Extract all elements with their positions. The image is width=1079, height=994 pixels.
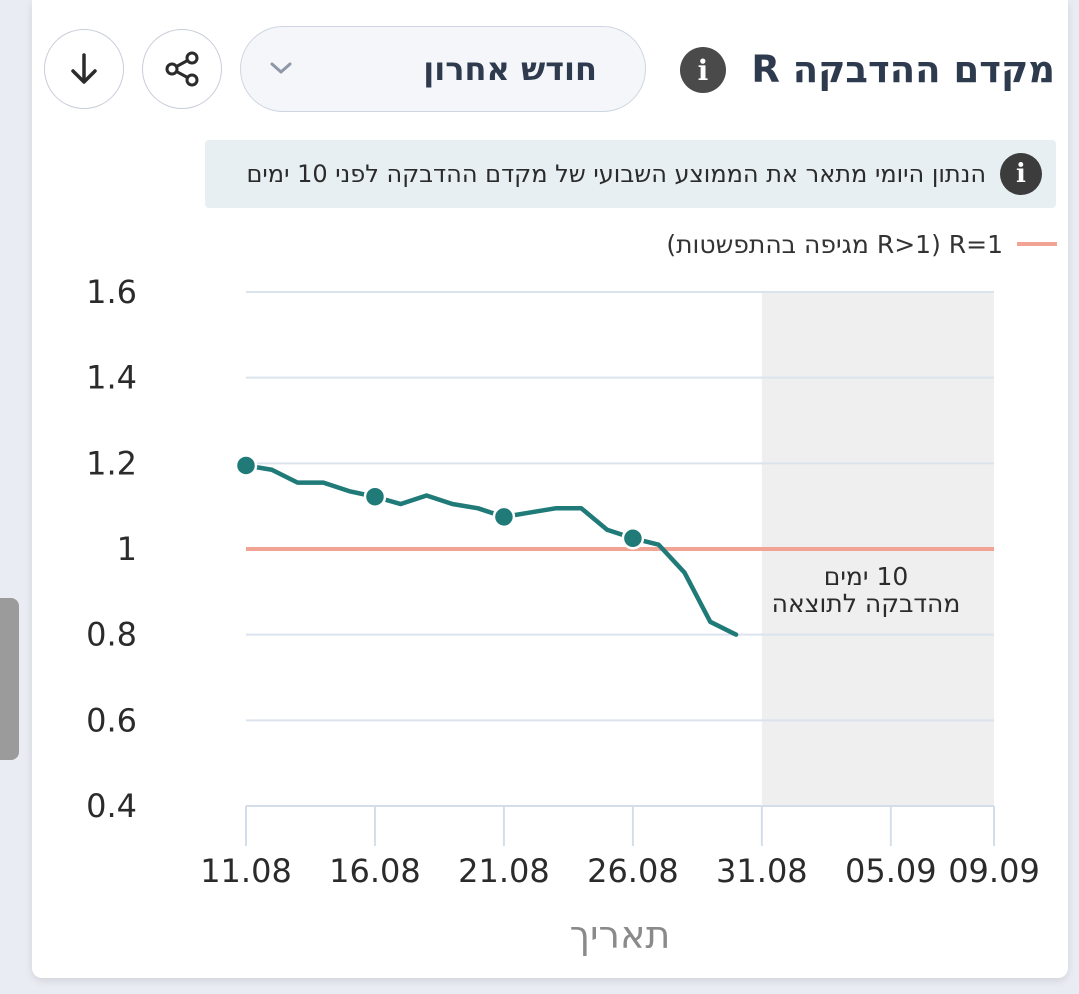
download-button[interactable] xyxy=(44,29,124,109)
share-icon xyxy=(165,51,199,87)
data-point-marker xyxy=(363,485,387,508)
x-tick-label: 11.08 xyxy=(200,852,292,890)
r-series-line xyxy=(243,463,739,637)
x-axis-title: תאריך xyxy=(570,913,671,957)
y-tick-label: 1 xyxy=(117,530,137,568)
info-note: i הנתון היומי מתאר את הממוצע השבועי של מ… xyxy=(205,140,1056,208)
period-dropdown-value: חודש אחרון xyxy=(423,50,597,88)
x-tick-label: 31.08 xyxy=(716,852,808,890)
data-point-marker xyxy=(492,505,516,529)
y-tick-label: 1.2 xyxy=(86,444,137,482)
x-tick-label: 26.08 xyxy=(587,852,679,890)
info-icon[interactable]: i xyxy=(680,47,726,93)
download-icon xyxy=(71,53,97,84)
scrollbar-thumb[interactable] xyxy=(0,598,19,760)
data-point-marker xyxy=(234,454,258,477)
x-tick-label: 21.08 xyxy=(458,852,550,890)
annotation-line-1: 10 ימים xyxy=(824,562,909,591)
y-tick-label: 1.4 xyxy=(86,359,137,397)
share-button[interactable] xyxy=(142,29,222,109)
x-tick-label: 09.09 xyxy=(948,852,1040,890)
chart-title: מקדם ההדבקה R xyxy=(751,48,1055,91)
y-tick-label: 0.8 xyxy=(86,616,137,654)
chevron-down-icon xyxy=(270,62,292,74)
annotation-line-2: מהדבקה לתוצאה xyxy=(772,589,961,618)
legend-swatch xyxy=(1017,242,1057,246)
info-icon[interactable]: i xyxy=(1000,153,1042,195)
info-note-text: הנתון היומי מתאר את הממוצע השבועי של מקד… xyxy=(246,160,986,188)
period-dropdown[interactable]: חודש אחרון xyxy=(240,26,646,112)
y-tick-label: 0.6 xyxy=(86,701,137,739)
legend: R=1 (R>1 מגיפה בהתפשטות) xyxy=(666,226,1057,262)
x-tick-label: 16.08 xyxy=(329,852,421,890)
data-point-marker xyxy=(621,527,645,550)
y-tick-label: 0.4 xyxy=(86,787,137,825)
legend-label: R=1 (R>1 מגיפה בהתפשטות) xyxy=(666,229,1003,259)
y-tick-label: 1.6 xyxy=(86,273,137,311)
x-tick-label: 05.09 xyxy=(845,852,937,890)
